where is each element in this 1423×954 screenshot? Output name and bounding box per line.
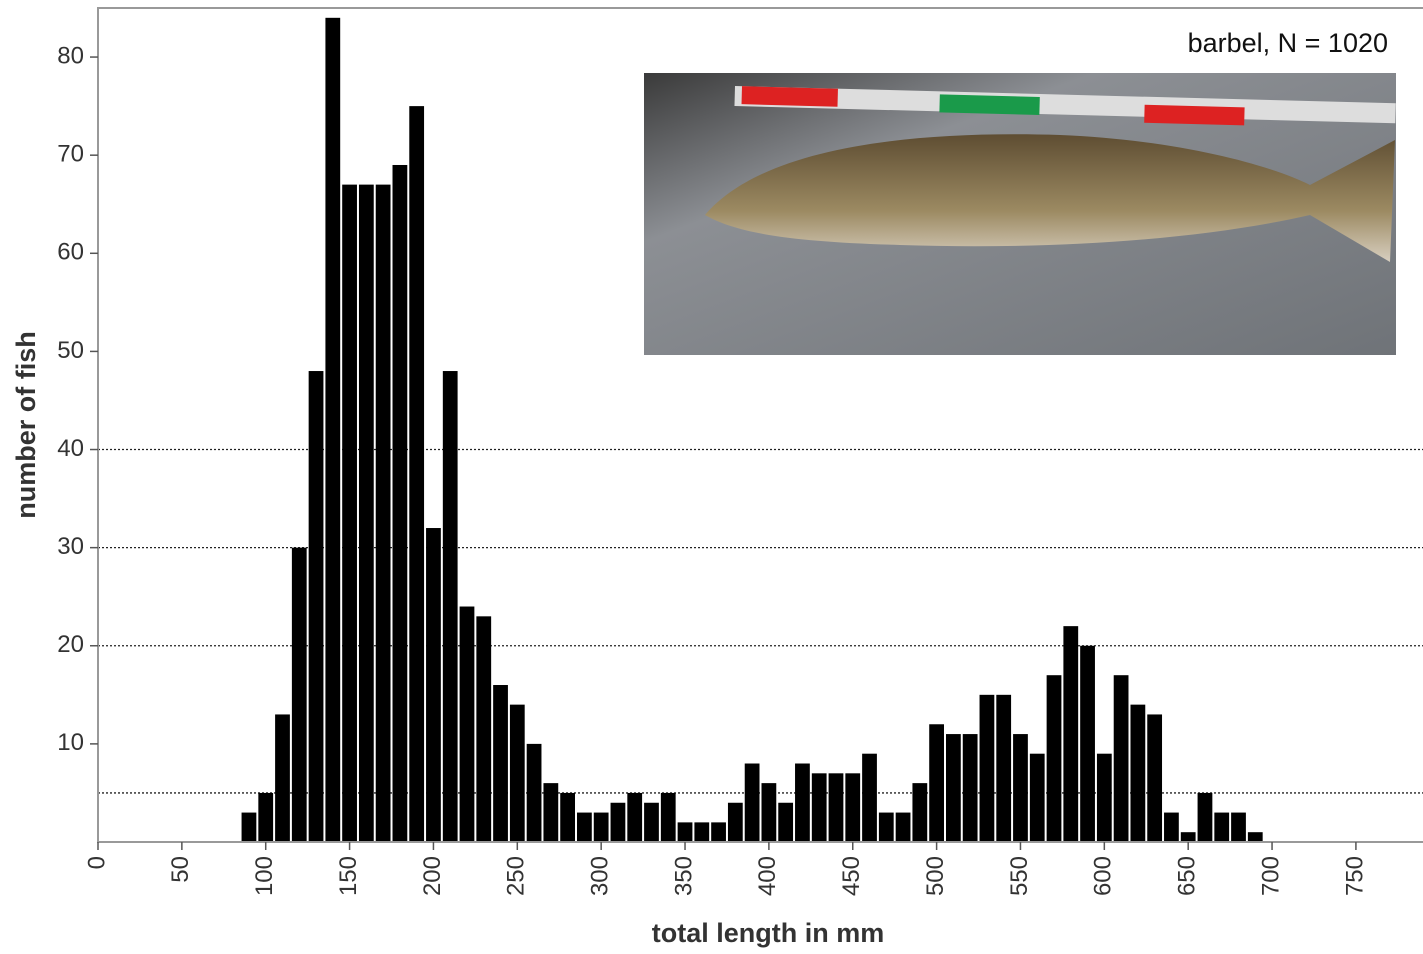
y-tick-label: 10: [57, 729, 84, 756]
bar: [476, 616, 491, 842]
bar: [812, 773, 827, 842]
bar: [694, 822, 709, 842]
bar: [594, 813, 609, 842]
bar: [1248, 832, 1263, 842]
bar: [862, 754, 877, 842]
x-tick-label: 750: [1341, 856, 1368, 896]
bar: [762, 783, 777, 842]
bar: [845, 773, 860, 842]
bar: [426, 528, 441, 842]
bar: [745, 764, 760, 842]
bar: [393, 165, 408, 842]
x-tick-label: 400: [754, 856, 781, 896]
bar: [292, 548, 307, 842]
bar: [678, 822, 693, 842]
x-tick-label: 500: [922, 856, 949, 896]
fish-photo: [644, 73, 1396, 355]
bar: [376, 185, 391, 842]
bar: [661, 793, 676, 842]
x-tick-label: 350: [670, 856, 697, 896]
y-tick-label: 30: [57, 533, 84, 560]
x-tick-label: 150: [335, 856, 362, 896]
y-tick-label: 50: [57, 337, 84, 364]
bar: [1214, 813, 1229, 842]
bar: [963, 734, 978, 842]
bar: [309, 371, 324, 842]
bar: [1164, 813, 1179, 842]
y-tick-label: 40: [57, 435, 84, 462]
bar: [912, 783, 927, 842]
y-tick-label: 60: [57, 239, 84, 266]
x-tick-label: 50: [167, 856, 194, 883]
bar: [242, 813, 257, 842]
bar: [896, 813, 911, 842]
bar: [1198, 793, 1213, 842]
bar: [1047, 675, 1062, 842]
bar: [560, 793, 575, 842]
bar: [644, 803, 659, 842]
x-tick-label: 550: [1006, 856, 1033, 896]
bar: [460, 607, 475, 842]
bar: [879, 813, 894, 842]
bar: [996, 695, 1011, 842]
bar: [611, 803, 626, 842]
bar: [577, 813, 592, 842]
x-axis-label: total length in mm: [652, 918, 885, 948]
x-tick-label: 250: [503, 856, 530, 896]
bar: [778, 803, 793, 842]
bar: [275, 714, 290, 842]
y-axis-label: number of fish: [11, 331, 41, 519]
bar: [1130, 705, 1145, 842]
bar: [1013, 734, 1028, 842]
x-tick-label: 200: [419, 856, 446, 896]
bar: [359, 185, 374, 842]
bar: [258, 793, 273, 842]
x-tick-label: 650: [1174, 856, 1201, 896]
bar: [1030, 754, 1045, 842]
bar: [1231, 813, 1246, 842]
bar: [1080, 646, 1095, 842]
x-tick-label: 100: [251, 856, 278, 896]
bar: [1147, 714, 1162, 842]
bar: [795, 764, 810, 842]
bar: [443, 371, 458, 842]
bar: [1063, 626, 1078, 842]
bar: [325, 18, 340, 842]
bar: [829, 773, 844, 842]
chart: barbel, N = 1020 total length in mm numb…: [0, 0, 1423, 954]
bar: [711, 822, 726, 842]
bar: [510, 705, 525, 842]
bar: [728, 803, 743, 842]
bar: [929, 724, 944, 842]
x-tick-label: 300: [587, 856, 614, 896]
y-tick-label: 20: [57, 631, 84, 658]
y-tick-label: 70: [57, 141, 84, 168]
bar: [980, 695, 995, 842]
x-tick-label: 700: [1257, 856, 1284, 896]
bar: [1181, 832, 1196, 842]
y-tick-label: 80: [57, 42, 84, 69]
bar: [946, 734, 961, 842]
bar: [493, 685, 508, 842]
x-tick-label: 600: [1090, 856, 1117, 896]
bar: [627, 793, 642, 842]
bar: [409, 106, 424, 842]
annotation: barbel, N = 1020: [1188, 28, 1388, 58]
bar: [527, 744, 542, 842]
bar: [543, 783, 558, 842]
bar: [1114, 675, 1129, 842]
x-tick-label: 450: [838, 856, 865, 896]
x-tick-label: 0: [83, 856, 110, 869]
bar: [342, 185, 357, 842]
bar: [1097, 754, 1112, 842]
